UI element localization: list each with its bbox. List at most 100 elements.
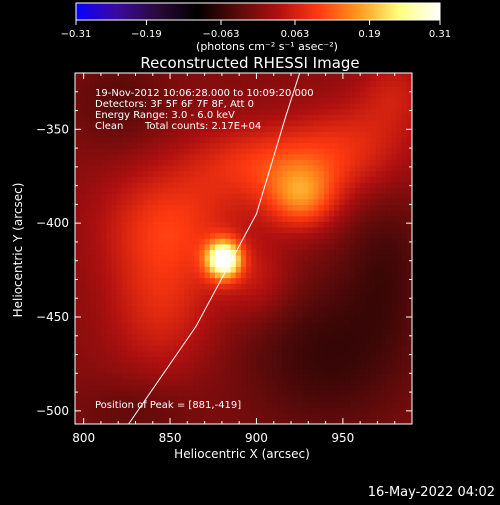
heatmap-cell: [111, 333, 118, 341]
heatmap-cell: [126, 373, 133, 380]
heatmap-cell: [339, 114, 346, 121]
heatmap-cell: [157, 232, 164, 239]
heatmap-cell: [90, 221, 97, 228]
heatmap-cell: [225, 176, 232, 183]
heatmap-cell: [142, 317, 149, 324]
heatmap-cell: [85, 378, 92, 386]
heatmap-cell: [137, 210, 143, 217]
colorbar-tick-label: 0.31: [429, 29, 451, 40]
heatmap-cell: [173, 362, 180, 369]
heatmap-cell: [183, 153, 190, 160]
heatmap-cell: [157, 97, 164, 104]
heatmap-cell: [287, 131, 294, 138]
heatmap-cell: [173, 311, 180, 318]
heatmap-cell: [85, 288, 92, 296]
heatmap-cell: [272, 401, 278, 408]
heatmap-cell: [80, 412, 86, 419]
heatmap-cell: [189, 226, 195, 234]
heatmap-cell: [183, 350, 190, 358]
heatmap-cell: [204, 131, 211, 138]
heatmap-cell: [168, 367, 175, 374]
colorbar-ticks: −0.31 −0.19 −0.063 0.063 0.19 0.31: [61, 20, 451, 40]
heatmap-cell: [225, 311, 232, 318]
heatmap-cell: [194, 181, 201, 189]
heatmap-cell: [297, 238, 304, 245]
heatmap-cell: [163, 136, 169, 144]
heatmap-cell: [183, 317, 190, 324]
heatmap-cell: [95, 390, 102, 397]
heatmap-cell: [142, 401, 149, 408]
heatmap-cell: [80, 288, 86, 296]
heatmap-cell: [95, 148, 102, 155]
heatmap-cell: [214, 204, 221, 211]
heatmap-cell: [100, 210, 107, 217]
heatmap-cell: [277, 345, 283, 352]
heatmap-cell: [147, 362, 154, 369]
heatmap-cell: [261, 350, 268, 358]
heatmap-cell: [173, 328, 180, 335]
heatmap-cell: [116, 210, 123, 217]
heatmap-cell: [194, 356, 201, 363]
heatmap-cell: [391, 362, 398, 369]
heatmap-cell: [344, 232, 351, 239]
heatmap-cell: [370, 142, 377, 149]
heatmap-cell: [199, 176, 206, 183]
heatmap-cell: [246, 311, 252, 318]
heatmap-cell: [349, 86, 356, 93]
heatmap-cell: [126, 339, 133, 346]
heatmap-cell: [308, 108, 315, 115]
heatmap-cell: [386, 86, 392, 93]
heatmap-cell: [126, 401, 133, 408]
heatmap-cell: [214, 255, 221, 262]
heatmap-cell: [303, 119, 309, 127]
heatmap-cell: [329, 232, 335, 239]
heatmap-cell: [277, 277, 283, 284]
heatmap-cell: [121, 136, 128, 144]
heatmap-cell: [282, 170, 289, 177]
heatmap-cell: [303, 317, 309, 324]
heatmap-cell: [209, 210, 216, 217]
heatmap-cell: [75, 243, 81, 251]
heatmap-cell: [246, 108, 252, 115]
heatmap-cell: [163, 260, 169, 267]
heatmap-cell: [266, 378, 273, 386]
heatmap-cell: [152, 215, 159, 222]
heatmap-cell: [80, 260, 86, 267]
heatmap-cell: [100, 103, 107, 110]
heatmap-cell: [287, 266, 294, 273]
heatmap-cell: [90, 142, 97, 149]
heatmap-cell: [178, 215, 185, 222]
heatmap-cell: [163, 108, 169, 115]
heatmap-cell: [152, 170, 159, 177]
heatmap-cell: [313, 350, 320, 358]
heatmap-cell: [365, 170, 372, 177]
heatmap-cell: [106, 345, 112, 352]
heatmap-cell: [178, 390, 185, 397]
heatmap-cell: [235, 164, 242, 172]
heatmap-cell: [386, 294, 392, 301]
heatmap-cell: [95, 317, 102, 324]
heatmap-cell: [246, 328, 252, 335]
heatmap-cell: [220, 131, 226, 138]
heatmap-cell: [111, 255, 118, 262]
heatmap-cell: [329, 305, 335, 312]
heatmap-cell: [313, 193, 320, 200]
heatmap-cell: [308, 401, 315, 408]
heatmap-cell: [360, 395, 366, 403]
heatmap-cell: [261, 170, 268, 177]
heatmap-cell: [344, 266, 351, 273]
heatmap-cell: [344, 153, 351, 160]
heatmap-cell: [204, 91, 211, 98]
heatmap-cell: [235, 119, 242, 127]
heatmap-cell: [132, 418, 138, 424]
heatmap-cell: [225, 142, 232, 149]
heatmap-cell: [137, 73, 143, 76]
heatmap-cell: [85, 108, 92, 115]
heatmap-cell: [251, 390, 258, 397]
heatmap-cell: [168, 170, 175, 177]
heatmap-cell: [406, 125, 412, 132]
heatmap-cell: [282, 395, 289, 403]
heatmap-cell: [111, 221, 118, 228]
heatmap-cell: [360, 378, 366, 386]
heatmap-cell: [121, 277, 128, 284]
